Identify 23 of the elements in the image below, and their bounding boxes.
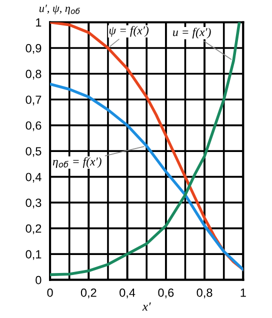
y-tick-label: 0,2 bbox=[26, 224, 42, 234]
x-tick-label: 0,8 bbox=[196, 288, 212, 298]
y-axis-title: u′, ψ, η$_{об}$ bbox=[39, 4, 80, 14]
y-tick-label: 0,6 bbox=[26, 121, 42, 132]
line-series bbox=[50, 82, 244, 271]
y-tick-label: 1 bbox=[36, 18, 42, 27]
x-tick-label: 0,4 bbox=[120, 288, 136, 298]
annotation: η$_{об}$ = f(x′) bbox=[52, 157, 102, 168]
y-tick-label: 0,4 bbox=[26, 172, 42, 183]
x-tick-label: 0,2 bbox=[80, 288, 96, 298]
y-tick-label: 0,8 bbox=[26, 70, 42, 80]
x-tick-label: 0,6 bbox=[158, 288, 174, 298]
x-tick-label: 1 bbox=[240, 288, 246, 297]
y-tick-label: 0,5 bbox=[26, 147, 42, 157]
y-tick-label: 0,9 bbox=[26, 44, 42, 54]
y-tick-label: 0,7 bbox=[26, 96, 42, 106]
y-tick-label: 0 bbox=[36, 276, 42, 284]
y-tick-label: 0,3 bbox=[26, 198, 42, 208]
x-tick-label: 0 bbox=[47, 288, 53, 297]
y-tick-label: 0,1 bbox=[26, 250, 42, 260]
annotation: u = f(x′) bbox=[173, 28, 211, 39]
annotation: ψ = f(x′) bbox=[109, 26, 149, 37]
x-axis-title: x′ bbox=[142, 302, 151, 311]
